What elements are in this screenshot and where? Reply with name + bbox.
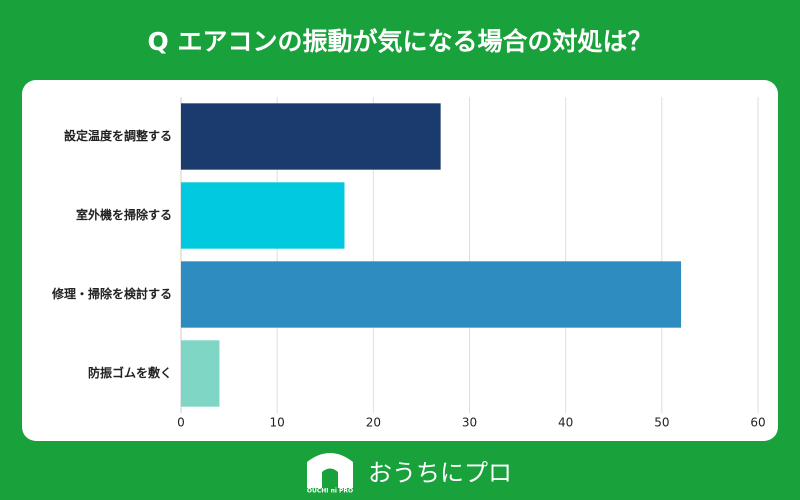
y-tick-label: 室外機を掃除する [76, 207, 172, 222]
y-tick-label: 防振ゴムを敷く [88, 365, 172, 380]
x-tick-label: 20 [366, 416, 381, 430]
logo-name: おうちにプロ [368, 459, 512, 487]
bar [181, 182, 345, 249]
bar [181, 103, 441, 170]
x-tick-label: 40 [558, 416, 573, 430]
plot: 0 10 20 30 40 50 60 設定温度を調整する室外機を掃除する修理・掃除を検討する… [51, 97, 766, 430]
x-tick-label: 0 [177, 416, 185, 430]
x-tick-label: 50 [654, 416, 669, 430]
x-tick-label: 60 [750, 416, 765, 430]
bar [181, 340, 220, 407]
logo-mark: OUCHI ni PRO [307, 488, 353, 495]
chart-title: Q エアコンの振動が気になる場合の対処は？ [148, 27, 653, 56]
y-tick-label: 修理・掃除を検討する [51, 286, 172, 301]
logo-door [322, 468, 338, 488]
x-tick-label: 10 [270, 416, 285, 430]
bar [181, 261, 682, 328]
logo: OUCHI ni PRO おうちにプロ [307, 453, 512, 495]
y-tick-label: 設定温度を調整する [64, 128, 172, 143]
x-tick-label: 30 [462, 416, 477, 430]
